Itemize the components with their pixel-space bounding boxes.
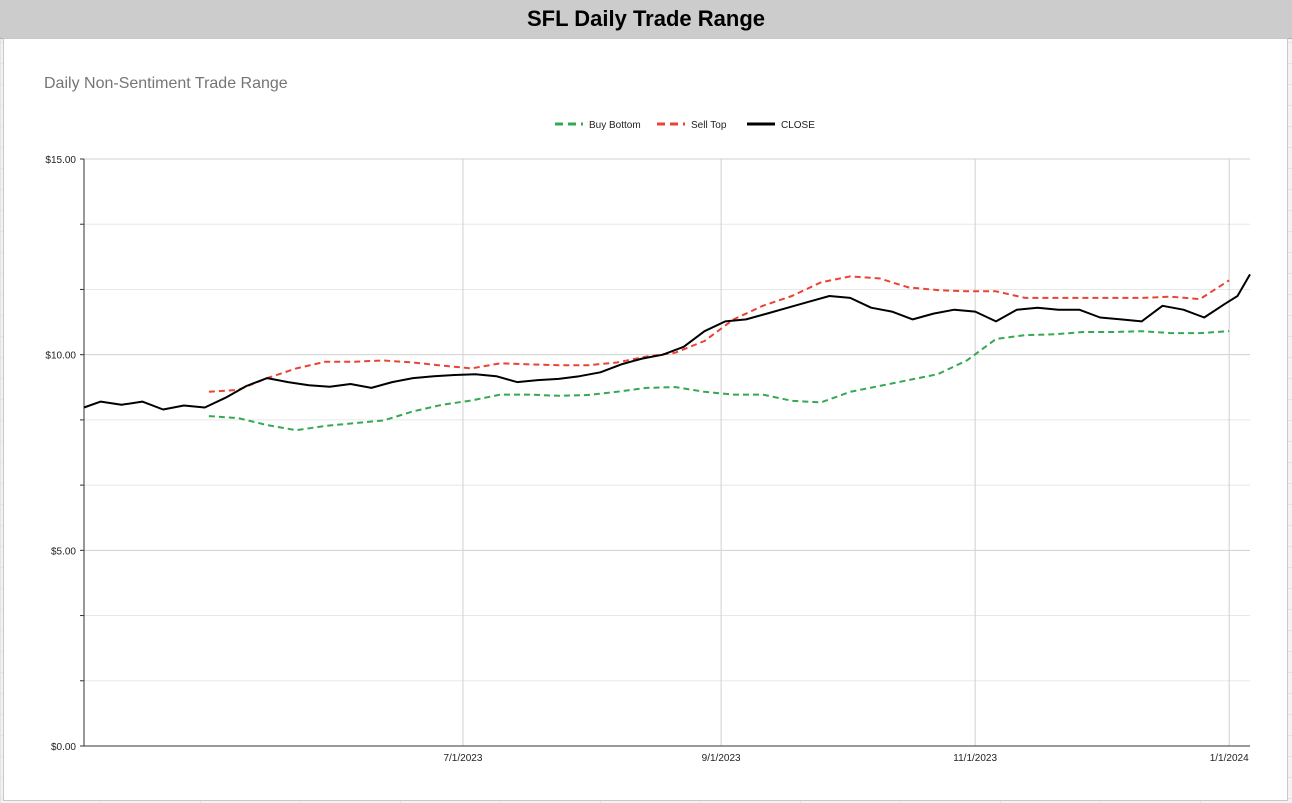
series-line-sell-top [208,275,1230,393]
y-tick-label: $5.00 [51,546,76,557]
chart-card[interactable]: Daily Non-Sentiment Trade Range 7/1/2023… [3,38,1288,801]
legend-label-close: CLOSE [781,120,815,131]
legend-label-sell-top: Sell Top [691,120,727,131]
y-tick-label: $10.00 [45,351,76,362]
y-tick-label: $15.00 [45,155,76,166]
x-tick-label: 9/1/2023 [702,753,741,764]
x-tick-label: 1/1/2024 [1210,753,1249,764]
header-title: SFL Daily Trade Range [526,6,765,31]
x-tick-label: 11/1/2023 [953,753,997,764]
series-line-close [83,273,1251,411]
y-tick-label: $0.00 [51,742,76,753]
legend-label-buy-bottom: Buy Bottom [589,120,641,131]
series-line-buy-bottom [208,330,1230,432]
x-tick-label: 7/1/2023 [443,753,482,764]
header-bar: SFL Daily Trade Range [0,0,1292,39]
line-chart: 7/1/2023 9/1/2023 11/1/2023 1/1/2024 $0.00 $5… [45,120,1251,764]
chart-title: Daily Non-Sentiment Trade Range [44,75,288,92]
